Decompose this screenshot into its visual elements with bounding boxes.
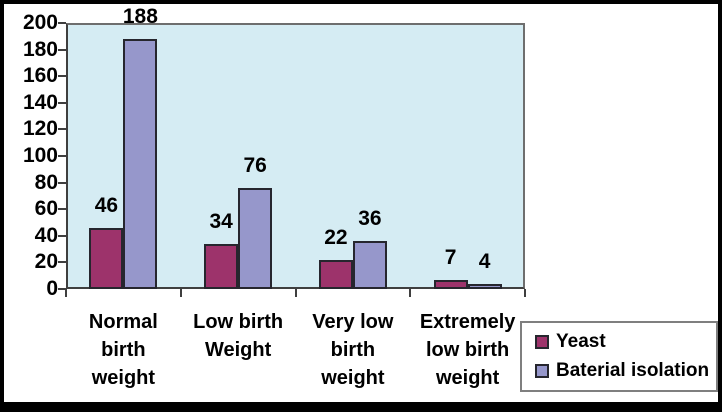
y-axis-tick-mark — [58, 155, 66, 157]
bar-data-label: 34 — [209, 209, 233, 233]
y-axis-tick-mark — [58, 22, 66, 24]
y-axis-tick-mark — [58, 181, 66, 184]
legend: Yeast Baterial isolation — [520, 321, 718, 392]
legend-item-yeast: Yeast — [535, 331, 712, 353]
x-axis-category-label: Low birth Weight — [193, 311, 284, 361]
y-axis-tick-mark — [58, 261, 66, 264]
bar-data-label: 36 — [358, 207, 382, 231]
y-axis-tick-mark — [58, 234, 66, 237]
x-axis-tick-mark — [409, 289, 412, 297]
bar-yeast-group-4 — [433, 279, 468, 289]
bar-data-label: 46 — [94, 193, 119, 217]
baterial-isolation-color-swatch-icon — [535, 363, 549, 378]
x-axis-tick-mark — [65, 289, 67, 297]
y-axis-tick-mark — [58, 208, 66, 211]
y-axis-tick-label: 40 — [34, 223, 58, 247]
y-axis-tick-mark — [58, 75, 66, 78]
y-axis-tick-mark — [58, 101, 66, 104]
bar-baterial-isolation-group-4 — [467, 283, 502, 289]
x-axis-tick-mark — [294, 289, 297, 297]
y-axis-tick-mark — [58, 128, 66, 131]
bar-baterial-isolation-group-2 — [238, 187, 273, 289]
y-axis-tick-label: 60 — [34, 197, 58, 221]
bar-data-label: 76 — [243, 153, 267, 177]
legend-label-baterial-isolation: Baterial isolation — [556, 359, 710, 381]
y-axis-tick-label: 100 — [22, 144, 58, 167]
y-axis-tick-label: 200 — [22, 11, 58, 34]
y-axis-tick-mark — [58, 288, 66, 290]
x-axis-category-label: Extremely low birth weight — [419, 311, 516, 389]
bar-data-label: 4 — [478, 249, 491, 273]
y-axis-tick-label: 0 — [46, 277, 58, 300]
y-axis-tick-label: 180 — [22, 37, 58, 61]
x-axis-category-label: Normal birth weight — [88, 311, 158, 389]
y-axis-tick-mark — [58, 48, 66, 51]
legend-item-baterial-isolation: Baterial isolation — [535, 360, 712, 382]
x-axis-tick-mark — [179, 289, 182, 297]
y-axis-tick-label: 120 — [22, 117, 58, 141]
y-axis-tick-label: 20 — [34, 250, 58, 274]
x-axis-tick-mark — [524, 289, 526, 297]
x-axis-category-label: Very low birth weight — [312, 311, 394, 389]
y-axis-tick-label: 160 — [22, 64, 58, 88]
bar-data-label: 22 — [324, 225, 348, 249]
bar-yeast-group-1 — [89, 227, 124, 289]
y-axis-tick-label: 140 — [22, 90, 58, 114]
bar-yeast-group-2 — [204, 243, 239, 289]
bar-baterial-isolation-group-1 — [123, 38, 158, 289]
bar-baterial-isolation-group-3 — [352, 241, 387, 289]
bar-data-label: 188 — [122, 4, 158, 28]
bar-data-label: 7 — [444, 245, 457, 269]
bar-yeast-group-3 — [318, 259, 353, 289]
yeast-color-swatch-icon — [535, 335, 549, 350]
y-axis-tick-label: 80 — [34, 170, 58, 194]
legend-label-yeast: Yeast — [556, 331, 606, 353]
